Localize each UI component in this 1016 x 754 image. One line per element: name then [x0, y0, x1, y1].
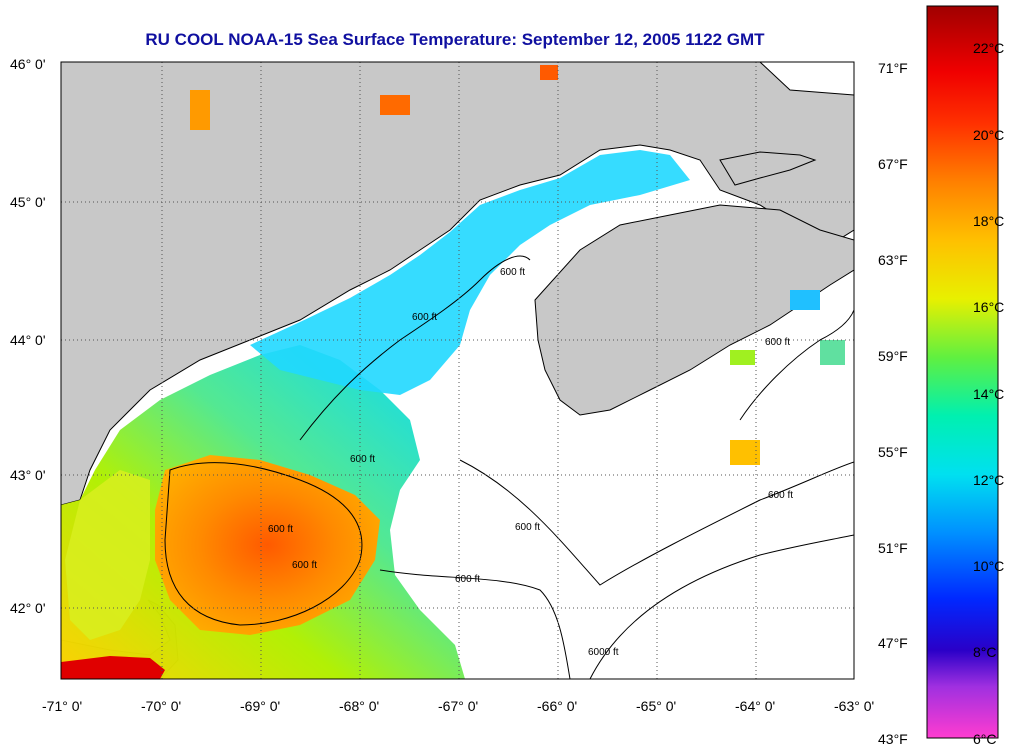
fahrenheit-label: 67°F: [878, 156, 908, 172]
celsius-label: 20°C: [973, 127, 1004, 143]
sst-lake-patch: [380, 95, 410, 115]
lon-label: -63° 0': [834, 698, 874, 714]
contour-label: 600 ft: [455, 574, 480, 585]
contour-label: 600 ft: [350, 454, 375, 465]
map-title: RU COOL NOAA-15 Sea Surface Temperature:…: [145, 30, 765, 49]
contour-6000ft: [589, 534, 854, 679]
celsius-label: 14°C: [973, 386, 1004, 402]
latitude-axis: 46° 0' 45° 0' 44° 0' 43° 0' 42° 0': [10, 56, 46, 616]
sst-cool-gulf: [250, 150, 690, 395]
sst-patch: [790, 290, 820, 310]
longitude-axis: -71° 0' -70° 0' -69° 0' -68° 0' -67° 0' …: [42, 698, 874, 714]
lat-label: 43° 0': [10, 467, 46, 483]
contour-label: 600 ft: [768, 490, 793, 501]
contour-600ft: [299, 255, 531, 441]
celsius-label: 8°C: [973, 644, 997, 660]
sst-yellow-west: [65, 470, 150, 640]
fahrenheit-label: 63°F: [878, 252, 908, 268]
map-border: [60, 61, 855, 680]
lon-label: -68° 0': [339, 698, 379, 714]
lat-label: 44° 0': [10, 332, 46, 348]
contour-600ft: [739, 309, 854, 421]
sst-cape-warm: [61, 656, 165, 679]
sst-lake-patch: [190, 90, 210, 130]
fahrenheit-label: 51°F: [878, 540, 908, 556]
lon-label: -67° 0': [438, 698, 478, 714]
lon-label: -66° 0': [537, 698, 577, 714]
land-pei: [719, 151, 817, 186]
contour-600ft: [379, 569, 571, 679]
fahrenheit-label: 43°F: [878, 731, 908, 747]
sst-lake-patch: [540, 65, 558, 80]
lon-label: -70° 0': [141, 698, 181, 714]
contour-label-deep: 6000 ft: [588, 647, 619, 658]
fahrenheit-label: 47°F: [878, 635, 908, 651]
contour-label: 600 ft: [500, 267, 525, 278]
lon-label: -65° 0': [636, 698, 676, 714]
lon-label: -64° 0': [735, 698, 775, 714]
contour-600ft: [459, 459, 854, 586]
contour-label: 600 ft: [292, 560, 317, 571]
celsius-label: 18°C: [973, 213, 1004, 229]
fahrenheit-label: 59°F: [878, 348, 908, 364]
contour-600ft: [164, 462, 363, 626]
lat-label: 46° 0': [10, 56, 46, 72]
celsius-label: 12°C: [973, 472, 1004, 488]
colorbar: [926, 5, 999, 739]
colorbar-celsius-labels: 22°C 20°C 18°C 16°C 14°C 12°C 10°C 8°C 6…: [973, 40, 1004, 747]
contour-label: 600 ft: [412, 312, 437, 323]
sst-patch: [820, 340, 845, 365]
lon-label: -71° 0': [42, 698, 82, 714]
celsius-label: 6°C: [973, 731, 997, 747]
sst-warm-core: [155, 455, 380, 635]
contour-label: 600 ft: [765, 337, 790, 348]
contour-label: 600 ft: [515, 522, 540, 533]
lat-label: 45° 0': [10, 194, 46, 210]
fahrenheit-label: 71°F: [878, 60, 908, 76]
colorbar-fahrenheit-labels: 71°F 67°F 63°F 59°F 55°F 51°F 47°F 43°F: [878, 60, 908, 747]
celsius-label: 10°C: [973, 558, 1004, 574]
lat-label: 42° 0': [10, 600, 46, 616]
sst-patch: [730, 350, 755, 365]
celsius-label: 22°C: [973, 40, 1004, 56]
sst-patch: [730, 440, 760, 465]
fahrenheit-label: 55°F: [878, 444, 908, 460]
contour-label: 600 ft: [268, 524, 293, 535]
celsius-label: 16°C: [973, 299, 1004, 315]
lon-label: -69° 0': [240, 698, 280, 714]
graticule: [61, 62, 854, 679]
